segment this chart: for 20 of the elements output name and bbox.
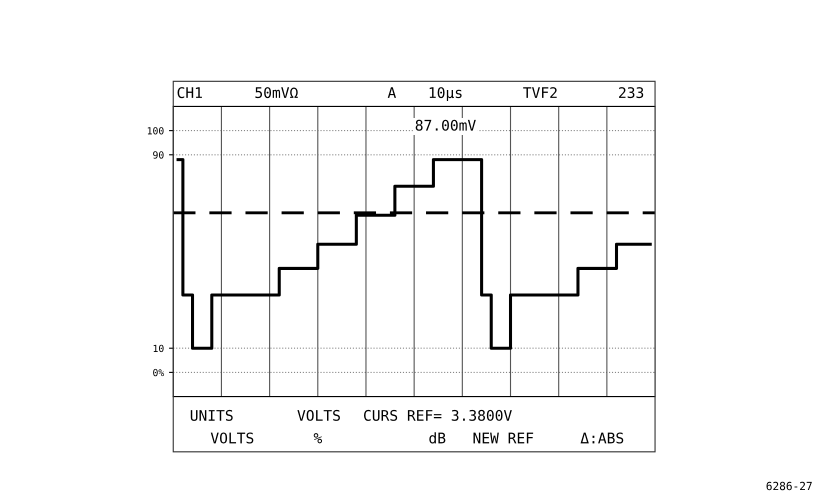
text: % <box>314 433 322 444</box>
text: TVF2 <box>523 87 557 98</box>
text: 10µs <box>430 87 462 101</box>
annotation: 87.00mV <box>416 120 476 131</box>
text: Δ:ABS <box>580 432 624 444</box>
text: CURS REF= 3.3800V <box>364 410 512 421</box>
text: 233 <box>619 87 644 98</box>
text: NEW REF <box>474 432 534 444</box>
text: UNITS <box>190 410 233 421</box>
text: dB <box>429 432 446 444</box>
text: A <box>388 87 396 98</box>
y-tick-label: 0% <box>153 368 164 376</box>
text: VOLTS <box>297 410 340 421</box>
text: CH1 <box>178 87 202 98</box>
y-tick-label: 10 <box>154 344 164 352</box>
text: VOLTS <box>210 432 254 444</box>
text: 50mVΩ <box>255 87 298 98</box>
y-tick-label: 90 <box>153 151 164 159</box>
y-tick-label: 100 <box>148 127 164 134</box>
text: 6286-27 <box>766 482 812 490</box>
